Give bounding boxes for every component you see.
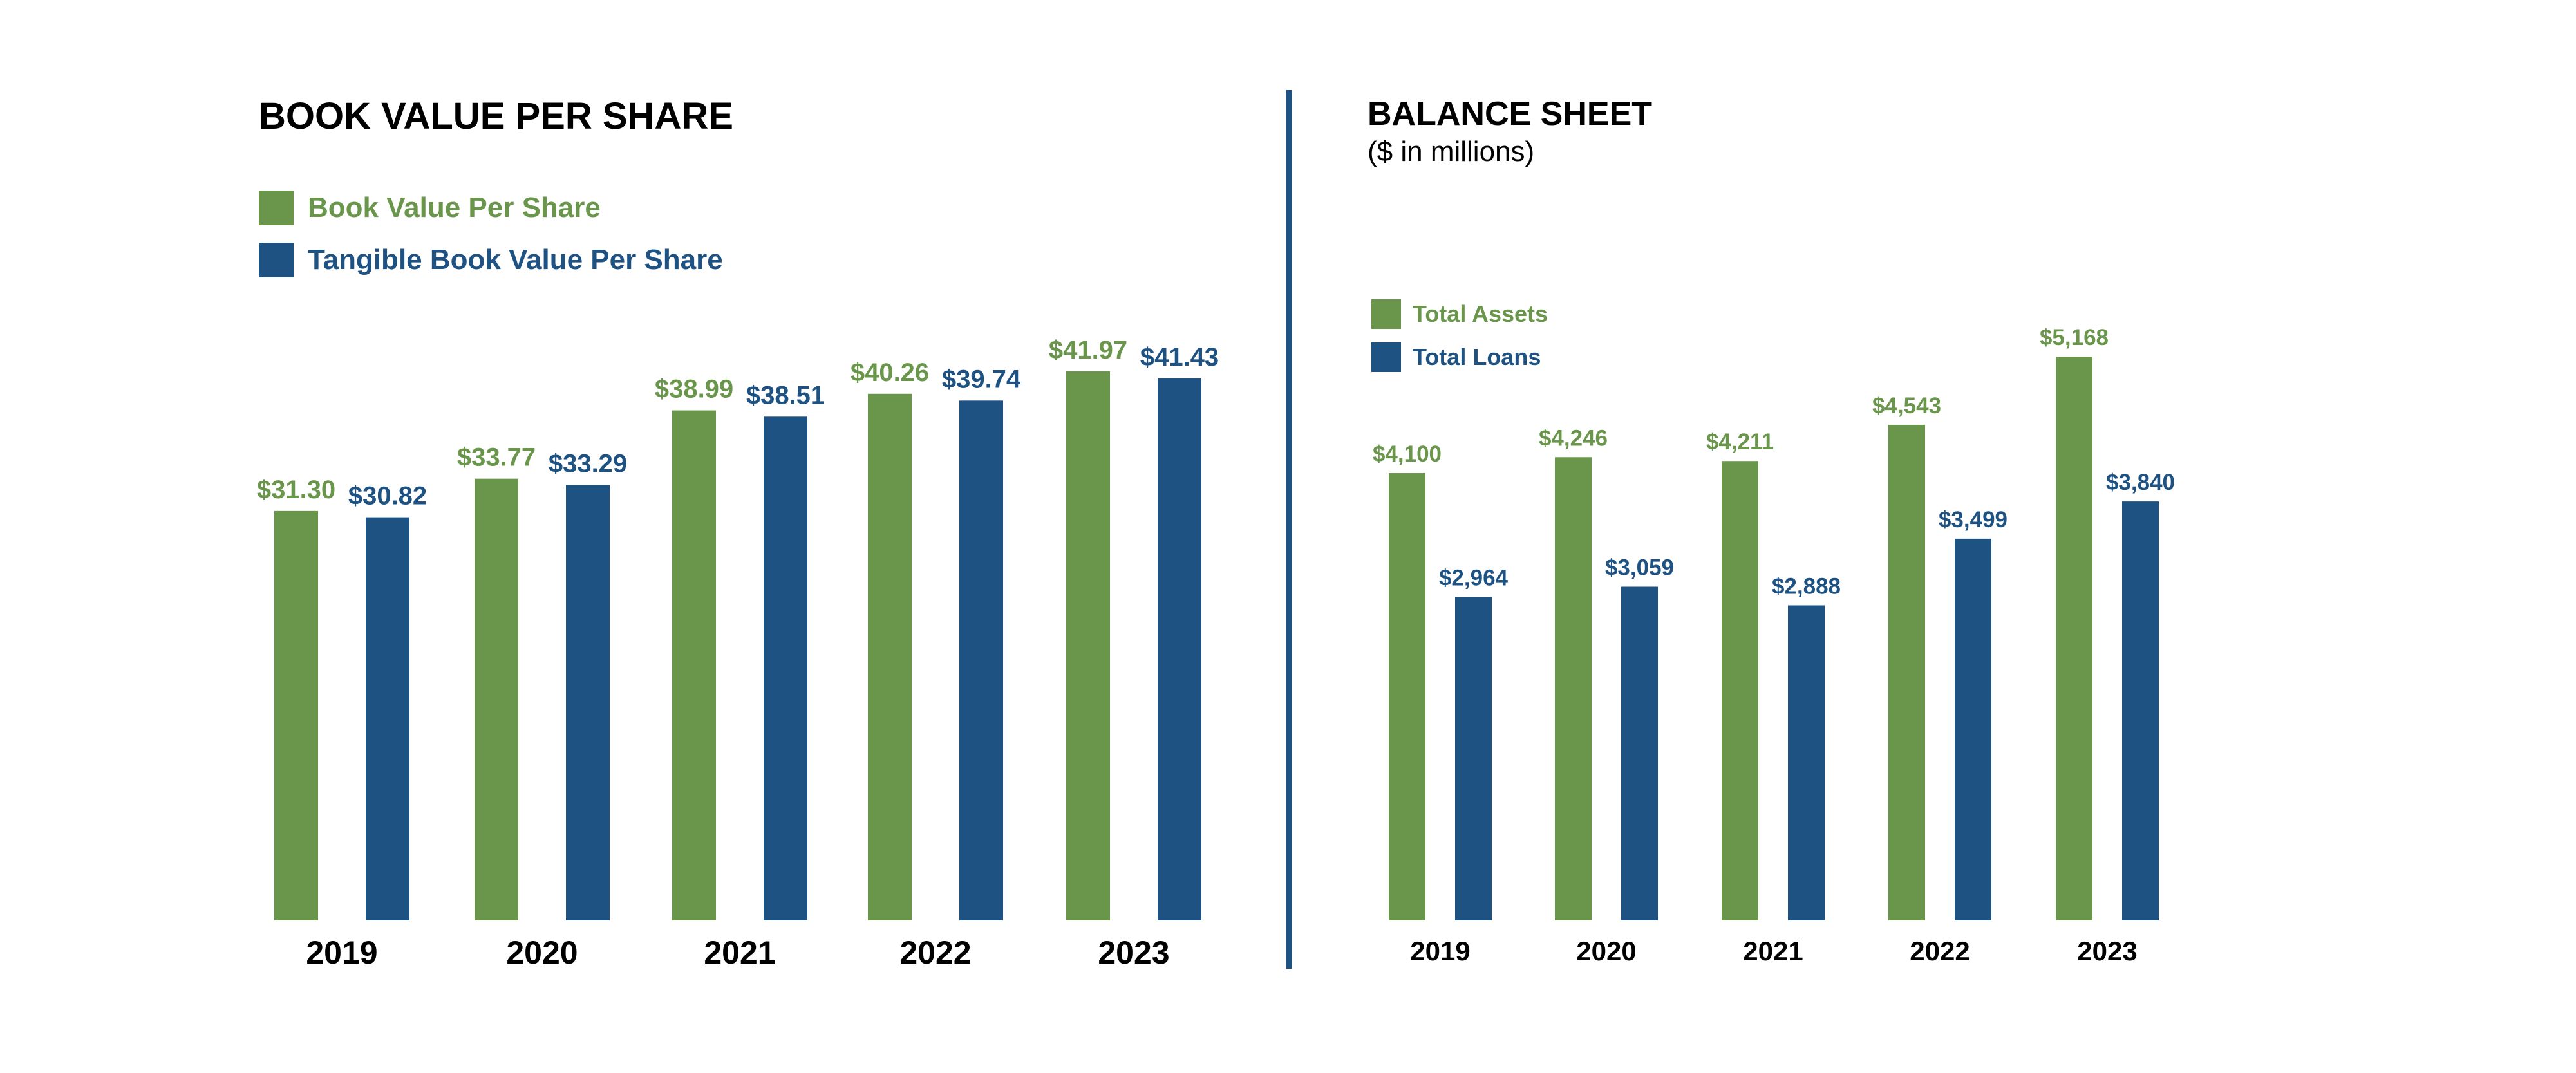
data-label: $5,168 xyxy=(2040,325,2109,350)
bar xyxy=(1621,586,1658,920)
value-labels: $4,100 $2,964 $4,246 $3,059 $4,211 $2,888 $4,5… xyxy=(1373,325,2175,599)
bars xyxy=(274,371,1201,920)
data-label: $41.97 xyxy=(1049,336,1127,364)
data-label: $4,211 xyxy=(1706,429,1774,454)
legend-swatch xyxy=(1371,342,1401,372)
data-label: $3,499 xyxy=(1939,507,2007,532)
data-label: $3,059 xyxy=(1605,555,1674,580)
bar xyxy=(566,485,610,920)
data-label: $3,840 xyxy=(2106,470,2175,495)
data-label: $4,246 xyxy=(1539,425,1608,451)
bar xyxy=(1722,461,1758,920)
data-label: $33.29 xyxy=(549,449,627,478)
bar xyxy=(2122,501,2159,920)
tick-label: 2022 xyxy=(899,935,971,971)
bar xyxy=(764,416,807,920)
legend: Book Value Per Share Tangible Book Value … xyxy=(259,191,723,277)
data-label: $40.26 xyxy=(851,359,929,387)
tick-label: 2020 xyxy=(506,935,578,971)
data-label: $4,543 xyxy=(1872,393,1941,418)
legend-swatch xyxy=(259,191,294,225)
bar xyxy=(366,517,409,920)
bar xyxy=(672,410,716,920)
data-label: $38.99 xyxy=(655,375,733,404)
bar xyxy=(1555,457,1592,920)
legend-label: Total Assets xyxy=(1413,301,1548,327)
legend-swatch xyxy=(259,243,294,277)
category-labels: 2019 2020 2021 2022 2023 xyxy=(1410,936,2137,966)
data-label: $2,888 xyxy=(1772,574,1841,599)
bar xyxy=(274,510,318,920)
bar xyxy=(868,393,912,920)
bars xyxy=(1389,357,2159,920)
bar xyxy=(1158,378,1201,920)
tick-label: 2021 xyxy=(1743,936,1803,966)
bar xyxy=(475,478,518,920)
tick-label: 2020 xyxy=(1576,936,1636,966)
tick-label: 2023 xyxy=(2077,936,2137,966)
data-label: $33.77 xyxy=(457,443,536,472)
chart-title: BOOK VALUE PER SHARE xyxy=(259,95,733,137)
bar xyxy=(2056,357,2092,920)
data-label: $2,964 xyxy=(1439,566,1509,591)
data-label: $41.43 xyxy=(1140,343,1219,371)
category-labels: 2019 2020 2021 2022 2023 xyxy=(306,935,1169,971)
balance-sheet-chart: BALANCE SHEET ($ in millions) Total Asse… xyxy=(1368,95,2175,966)
data-label: $38.51 xyxy=(746,381,825,409)
bar xyxy=(1955,538,1991,920)
tick-label: 2022 xyxy=(1910,936,1970,966)
tick-label: 2019 xyxy=(306,935,377,971)
bar xyxy=(1888,424,1925,920)
bar xyxy=(1455,597,1492,920)
bar xyxy=(1389,473,1425,920)
bar xyxy=(959,400,1003,920)
legend-label: Book Value Per Share xyxy=(308,192,601,223)
book-value-chart: BOOK VALUE PER SHARE Book Value Per Shar… xyxy=(257,95,1219,971)
legend-label: Total Loans xyxy=(1413,344,1541,370)
legend-label: Tangible Book Value Per Share xyxy=(308,244,723,275)
chart-subtitle: ($ in millions) xyxy=(1368,136,1534,167)
data-label: $31.30 xyxy=(257,476,335,504)
data-label: $4,100 xyxy=(1373,442,1442,467)
value-labels: $31.30 $30.82 $33.77 $33.29 $38.99 $38.51 $40.… xyxy=(257,336,1219,510)
legend: Total Assets Total Loans xyxy=(1371,299,1548,372)
data-label: $30.82 xyxy=(348,482,427,510)
tick-label: 2023 xyxy=(1098,935,1169,971)
data-label: $39.74 xyxy=(942,365,1021,393)
bar xyxy=(1788,605,1825,920)
legend-swatch xyxy=(1371,299,1401,329)
tick-label: 2021 xyxy=(704,935,775,971)
chart-title: BALANCE SHEET xyxy=(1368,95,1652,133)
bar xyxy=(1066,371,1110,920)
tick-label: 2019 xyxy=(1410,936,1470,966)
